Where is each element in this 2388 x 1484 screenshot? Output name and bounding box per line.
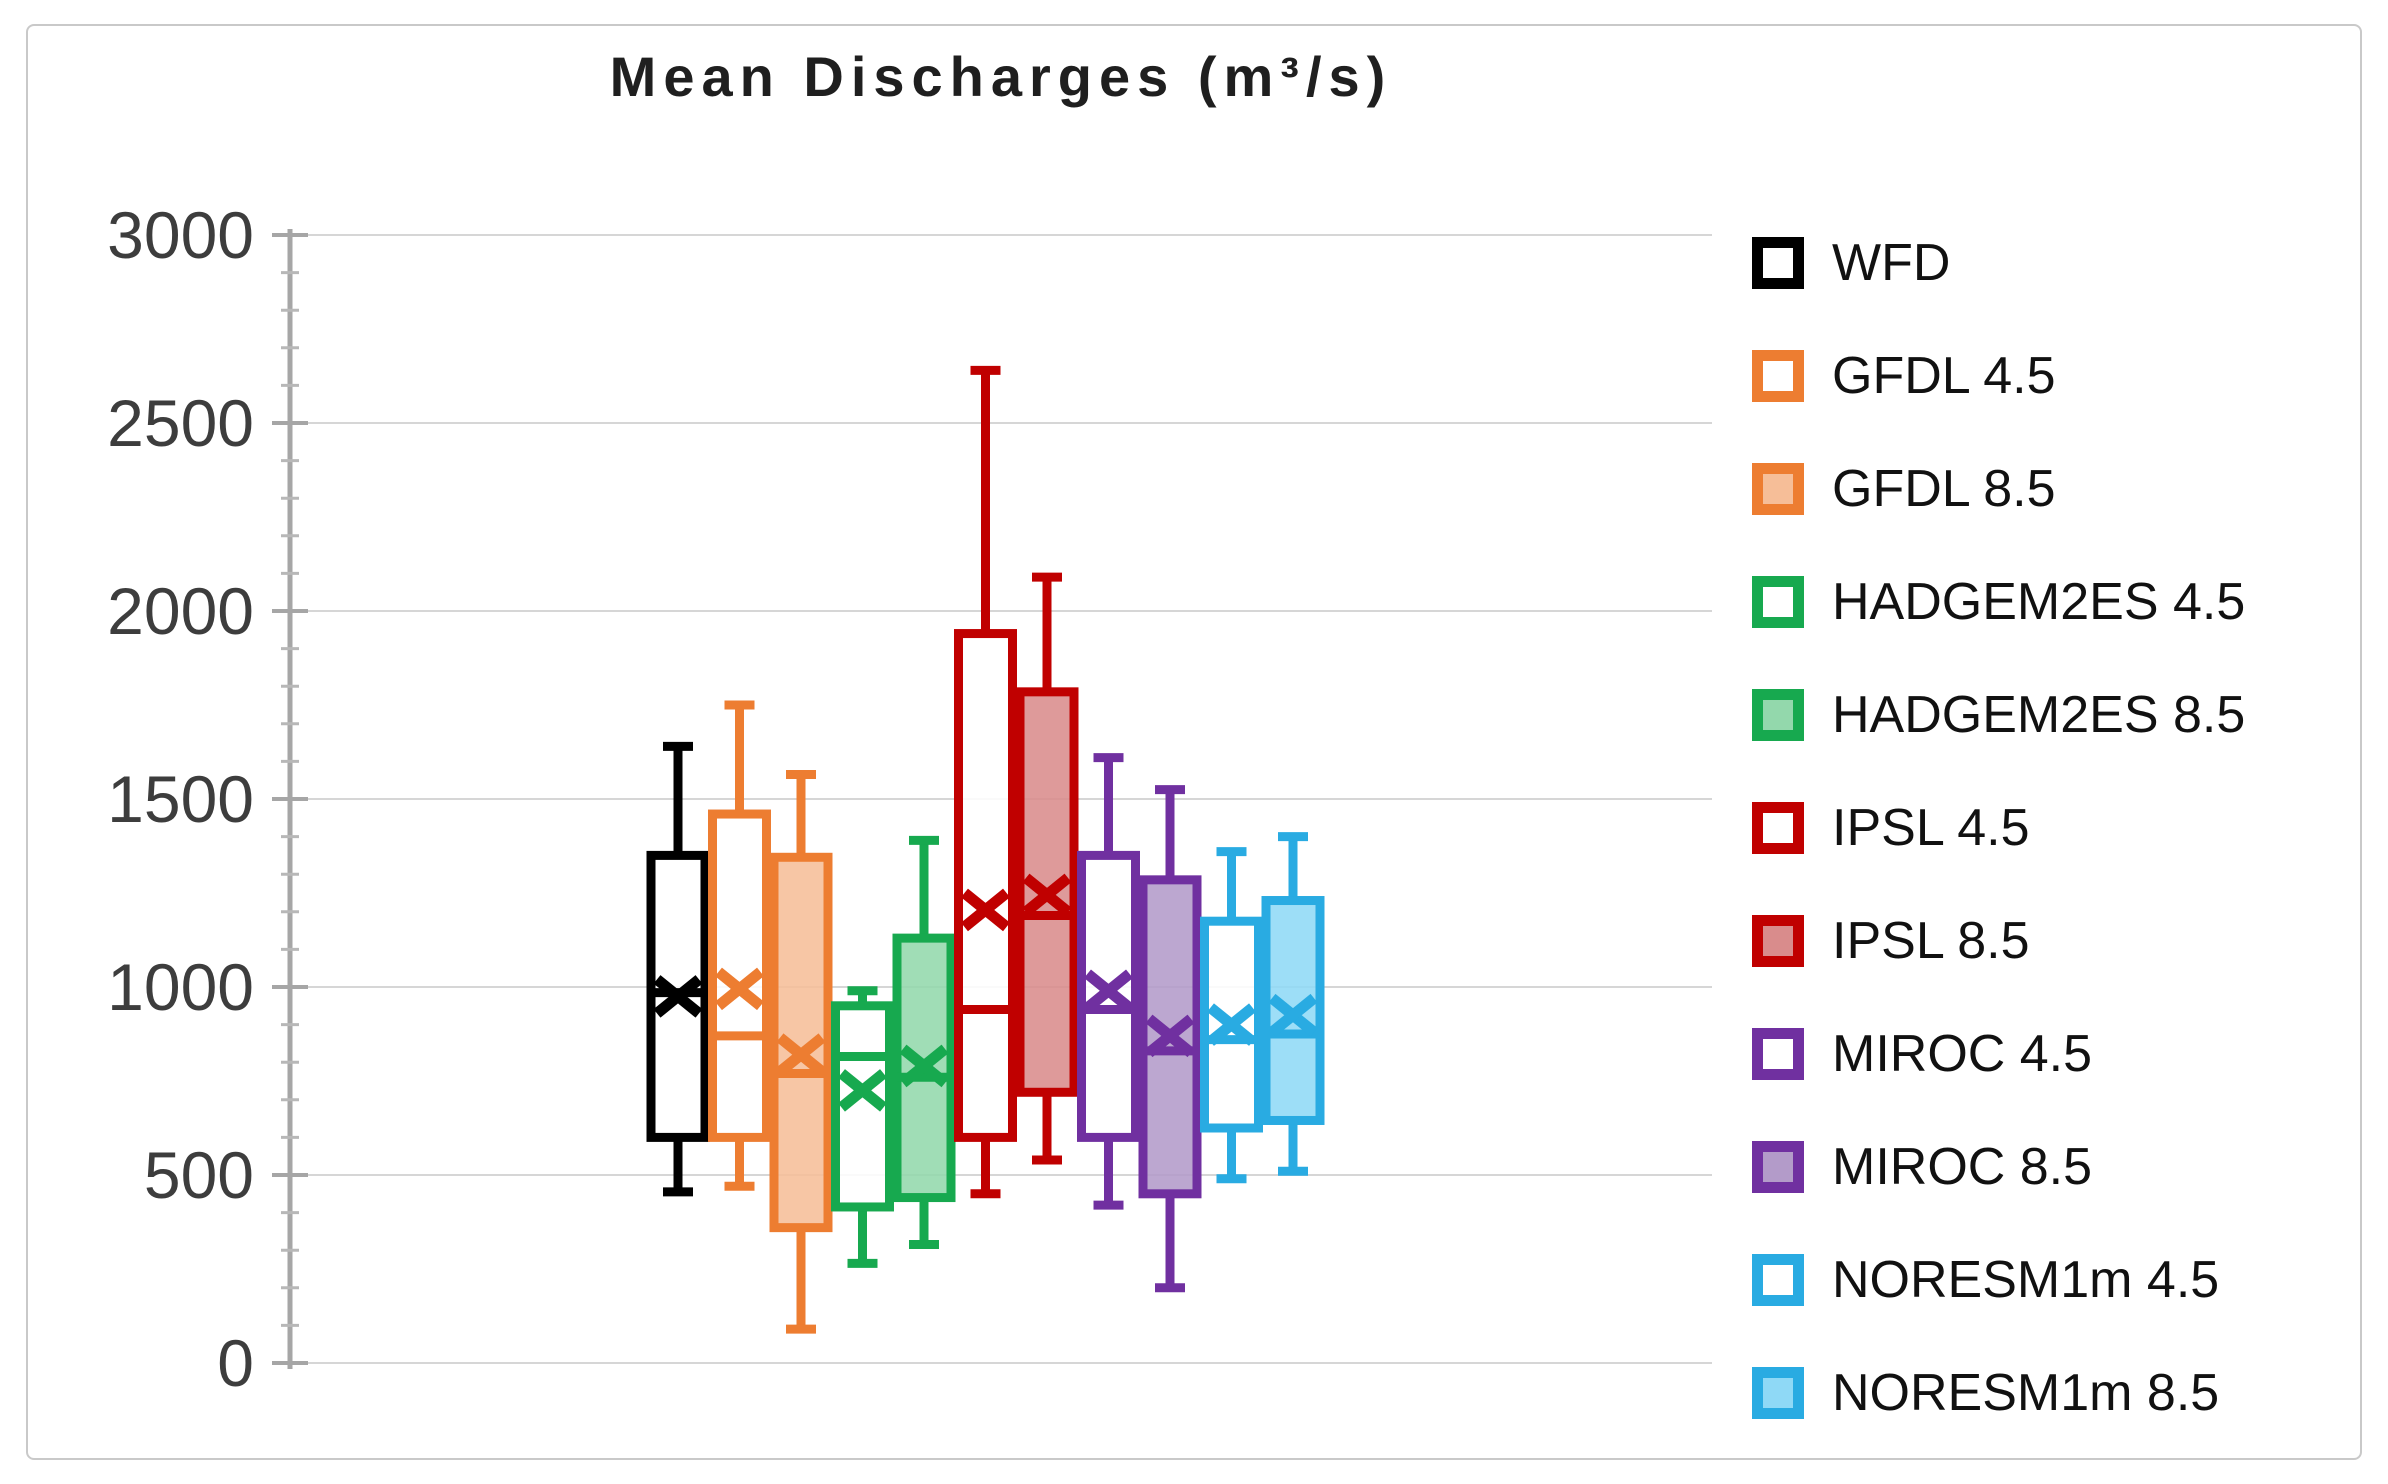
legend-item-hadgem2es-8.5: HADGEM2ES 8.5 (1752, 658, 2245, 771)
legend-item-noresm1m-4.5: NORESM1m 4.5 (1752, 1223, 2245, 1336)
box-miroc-4.5 (1077, 753, 1140, 1210)
legend-item-gfdl-4.5: GFDL 4.5 (1752, 319, 2245, 432)
figure-border (26, 24, 2362, 1460)
legend-swatch-icon (1752, 801, 1804, 854)
legend-item-miroc-4.5: MIROC 4.5 (1752, 997, 2245, 1110)
mean-x-marker (899, 1044, 949, 1088)
legend-label: GFDL 4.5 (1832, 346, 2056, 405)
box-gfdl-8.5 (769, 770, 833, 1334)
legend-item-hadgem2es-4.5: HADGEM2ES 4.5 (1752, 545, 2245, 658)
mean-x-marker (653, 975, 703, 1018)
legend-label: MIROC 4.5 (1832, 1024, 2093, 1083)
legend-swatch-icon (1752, 1366, 1804, 1419)
iqr-box (954, 629, 1017, 1142)
legend-label: IPSL 4.5 (1832, 798, 2030, 857)
y-axis-tick-label: 1000 (107, 950, 254, 1024)
legend-item-gfdl-8.5: GFDL 8.5 (1752, 432, 2245, 545)
mean-x-marker (838, 1069, 887, 1112)
legend-swatch-icon (1752, 1253, 1804, 1306)
y-axis-tick-label: 2500 (107, 386, 254, 460)
legend-swatch-icon (1752, 688, 1804, 741)
box-gfdl-4.5 (708, 700, 771, 1191)
legend-label: IPSL 8.5 (1832, 911, 2030, 970)
mean-x-marker (961, 888, 1010, 932)
y-axis-tick-label: 0 (217, 1326, 254, 1400)
box-noresm1m-4.5 (1200, 847, 1263, 1184)
mean-x-marker (1145, 1014, 1195, 1058)
box-noresm1m-8.5 (1261, 832, 1325, 1176)
legend-label: WFD (1832, 233, 1951, 292)
legend-swatch-icon (1752, 349, 1804, 402)
legend-swatch-icon (1752, 1027, 1804, 1080)
y-axis-tick-label: 2000 (107, 574, 254, 648)
legend-item-miroc-8.5: MIROC 8.5 (1752, 1110, 2245, 1223)
legend-label: HADGEM2ES 8.5 (1832, 685, 2246, 744)
legend-label: HADGEM2ES 4.5 (1832, 572, 2246, 631)
legend-swatch-icon (1752, 236, 1804, 289)
legend-swatch-icon (1752, 575, 1804, 628)
mean-x-marker (776, 1033, 826, 1076)
legend-item-noresm1m-8.5: NORESM1m 8.5 (1752, 1336, 2245, 1449)
box-hadgem2es-4.5 (831, 986, 894, 1268)
legend-label: NORESM1m 8.5 (1832, 1363, 2220, 1422)
mean-x-marker (1084, 969, 1133, 1013)
box-hadgem2es-8.5 (892, 835, 956, 1250)
legend-label: NORESM1m 4.5 (1832, 1250, 2220, 1309)
legend-swatch-icon (1752, 462, 1804, 515)
box-ipsl-4.5 (954, 365, 1017, 1199)
legend-item-wfd: WFD (1752, 206, 2245, 319)
mean-x-marker (1022, 873, 1072, 917)
y-axis-tick-label: 500 (144, 1138, 254, 1212)
legend-label: GFDL 8.5 (1832, 459, 2056, 518)
legend: WFD GFDL 4.5 GFDL 8.5 HADGEM2ES 4.5 HADGEM2E… (1752, 206, 2245, 1449)
mean-x-marker (1268, 993, 1318, 1037)
mean-x-marker (1207, 1003, 1256, 1046)
mean-x-marker (715, 967, 764, 1011)
box-miroc-8.5 (1138, 785, 1202, 1293)
legend-item-ipsl-8.5: IPSL 8.5 (1752, 884, 2245, 997)
legend-swatch-icon (1752, 1140, 1804, 1193)
y-axis-tick-label: 3000 (107, 198, 254, 272)
chart-title: Mean Discharges (m³/s) (609, 45, 1393, 108)
legend-item-ipsl-4.5: IPSL 4.5 (1752, 771, 2245, 884)
box-wfd (646, 741, 710, 1197)
y-axis-tick-label: 1500 (107, 762, 254, 836)
legend-swatch-icon (1752, 914, 1804, 967)
box-ipsl-8.5 (1015, 572, 1079, 1165)
iqr-box (1015, 687, 1079, 1097)
legend-label: MIROC 8.5 (1832, 1137, 2093, 1196)
